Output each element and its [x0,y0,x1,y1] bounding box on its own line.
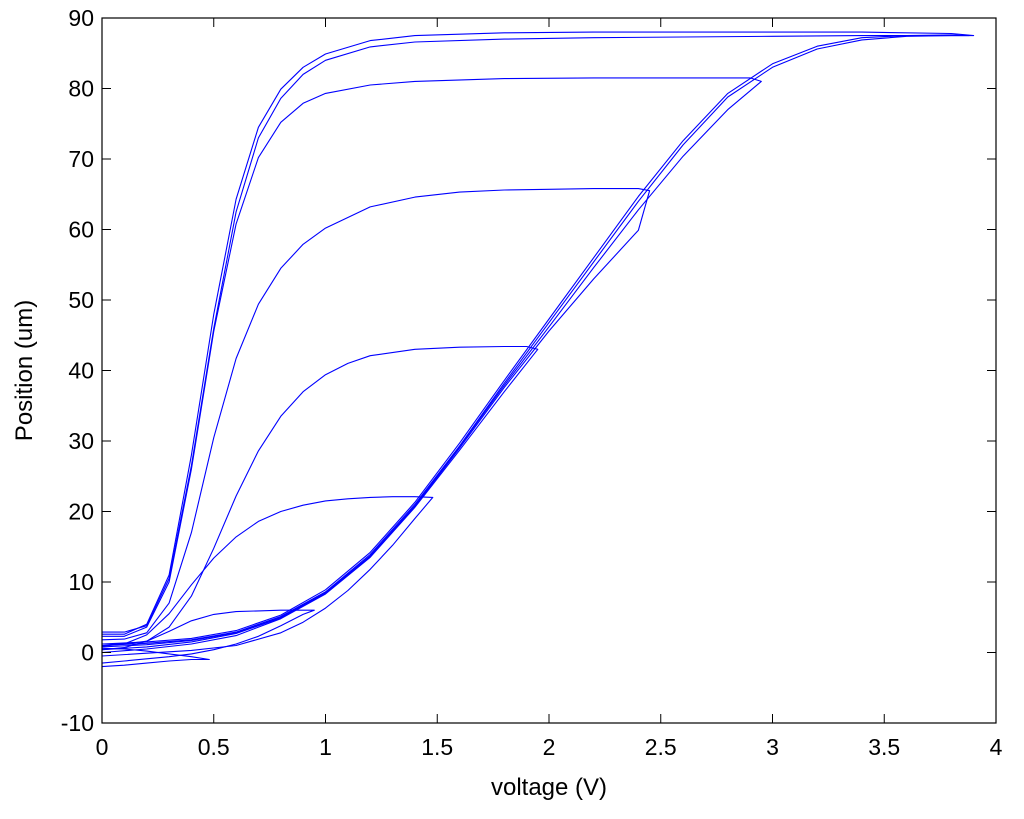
series-line-6 [101,77,762,648]
y-tick-label: 80 [68,76,94,102]
y-tick-label: 70 [68,146,94,172]
x-tick-label: 2 [543,734,556,760]
series-line-3 [101,496,434,657]
series-line-7 [101,31,975,647]
x-tick-label: 1.5 [421,734,453,760]
series-line-8 [101,34,970,645]
y-tick-label: 50 [68,287,94,313]
plot-frame [101,17,997,724]
y-tick-label: 60 [68,217,94,243]
x-axis-label: voltage (V) [491,774,607,801]
y-tick-label: 10 [68,569,94,595]
x-tick-label: 3.5 [868,734,900,760]
y-tick-label: -10 [61,710,94,736]
y-axis-label: Position (um) [11,300,38,441]
series-line-2 [101,609,315,664]
series-line-1 [101,647,210,668]
y-tick-label: 40 [68,358,94,384]
x-tick-label: 0 [96,734,109,760]
x-tick-label: 4 [990,734,1003,760]
y-tick-label: 90 [68,5,94,31]
series-layer [101,31,975,668]
y-tick-label: 0 [81,640,94,666]
x-tick-label: 0.5 [198,734,230,760]
y-tick-label: 20 [68,499,94,525]
x-tick-label: 1 [319,734,332,760]
x-tick-label: 2.5 [645,734,677,760]
y-tick-label: 30 [68,428,94,454]
series-line-4 [101,345,539,654]
series-line-5 [101,188,651,651]
x-tick-label: 3 [766,734,779,760]
